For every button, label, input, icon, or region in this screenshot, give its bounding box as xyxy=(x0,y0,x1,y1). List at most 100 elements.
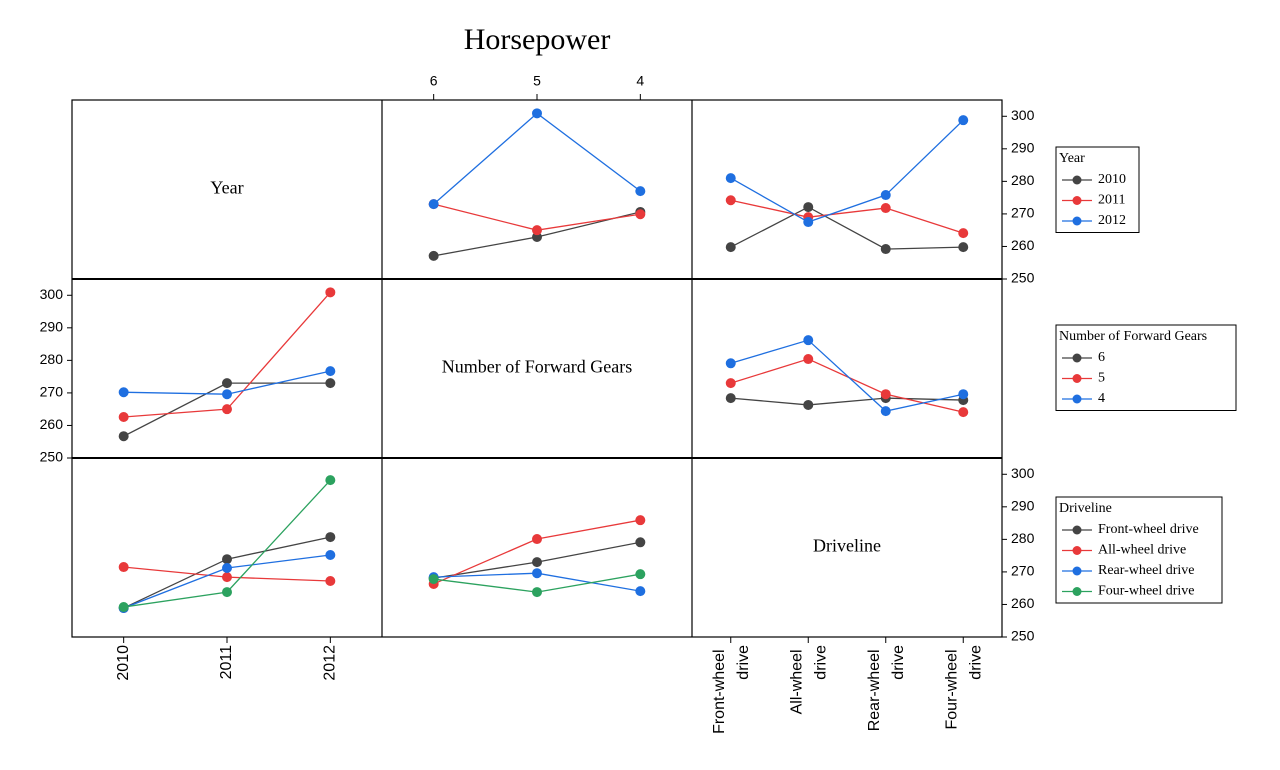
series-marker xyxy=(532,587,542,598)
series-line xyxy=(730,397,964,406)
series-marker xyxy=(725,378,736,389)
series-marker xyxy=(635,537,646,548)
y-tick-label: 260 xyxy=(40,416,64,432)
series-marker xyxy=(118,431,129,442)
series-marker xyxy=(880,244,891,255)
series-marker xyxy=(532,534,542,545)
x-tick-label: 2012 xyxy=(322,645,339,681)
series-marker xyxy=(635,186,646,197)
y-tick-label: 290 xyxy=(1011,140,1035,156)
series-marker xyxy=(428,574,439,585)
series-marker xyxy=(803,217,814,228)
y-tick-label: 280 xyxy=(1011,172,1035,188)
series-marker xyxy=(803,335,814,346)
y-tick-label: 280 xyxy=(40,351,64,367)
x-tick-label: 2010 xyxy=(115,645,132,681)
series-marker xyxy=(325,549,336,560)
series-marker xyxy=(725,173,736,184)
legend-marker xyxy=(1072,566,1082,576)
series-marker xyxy=(880,406,891,417)
series-marker xyxy=(803,202,814,213)
series-marker xyxy=(635,515,646,526)
y-tick-label: 300 xyxy=(40,286,64,302)
series-marker xyxy=(532,557,542,568)
series-line xyxy=(433,112,641,205)
series-marker xyxy=(428,250,439,261)
legend-label: All-wheel drive xyxy=(1098,543,1186,558)
legend-marker xyxy=(1072,353,1082,363)
series-marker xyxy=(880,203,891,214)
y-tick-label: 250 xyxy=(40,449,64,465)
x-tick-label: Front-wheel drive xyxy=(711,645,752,734)
series-line xyxy=(730,206,964,250)
chart-title: Horsepower xyxy=(464,23,611,56)
series-marker xyxy=(532,225,542,236)
series-marker xyxy=(325,378,336,389)
series-marker xyxy=(118,387,129,398)
series-marker xyxy=(428,199,439,210)
series-marker xyxy=(958,115,969,126)
series-line xyxy=(730,339,964,412)
series-marker xyxy=(118,602,129,613)
legend-label: 2011 xyxy=(1098,193,1125,208)
x-tick-label: 6 xyxy=(430,73,438,89)
y-tick-label: 280 xyxy=(1011,530,1035,546)
x-tick-label: All-wheel drive xyxy=(788,645,829,714)
y-tick-label: 260 xyxy=(1011,237,1035,253)
legend-title: Year xyxy=(1059,151,1085,166)
legend-marker xyxy=(1072,374,1082,383)
legend-box xyxy=(1055,146,1140,233)
series-marker xyxy=(118,562,129,573)
series-marker xyxy=(222,389,232,400)
y-tick-label: 300 xyxy=(1011,107,1035,123)
series-marker xyxy=(803,399,814,410)
x-tick-label: 4 xyxy=(636,73,644,89)
series-marker xyxy=(958,242,969,253)
x-tick-label: Rear-wheel drive xyxy=(866,645,907,731)
legend-box xyxy=(1055,324,1237,411)
legend-label: Rear-wheel drive xyxy=(1098,563,1195,578)
legend-marker xyxy=(1072,546,1082,555)
series-marker xyxy=(118,411,129,422)
legend-title: Number of Forward Gears xyxy=(1059,329,1207,344)
series-marker xyxy=(532,108,542,119)
legend-marker xyxy=(1072,175,1082,185)
series-marker xyxy=(725,195,736,206)
legend-label: Four-wheel drive xyxy=(1098,584,1195,599)
diagonal-label: Number of Forward Gears xyxy=(442,357,632,377)
y-tick-label: 290 xyxy=(40,319,64,335)
series-marker xyxy=(635,569,646,580)
series-marker xyxy=(635,586,646,597)
legend-label: 6 xyxy=(1098,350,1105,365)
legend-marker xyxy=(1072,587,1082,596)
legend-label: 4 xyxy=(1098,391,1105,406)
legend-marker xyxy=(1072,196,1082,205)
series-marker xyxy=(958,407,969,418)
series-marker xyxy=(222,587,232,598)
y-tick-label: 270 xyxy=(1011,205,1035,221)
series-marker xyxy=(635,209,646,220)
legend-marker xyxy=(1072,394,1082,404)
legend-title: Driveline xyxy=(1059,501,1112,516)
series-line xyxy=(730,199,964,234)
y-tick-label: 300 xyxy=(1011,465,1035,481)
series-marker xyxy=(325,475,336,486)
y-tick-label: 250 xyxy=(1011,270,1035,286)
series-marker xyxy=(725,358,736,369)
series-marker xyxy=(325,576,336,587)
series-marker xyxy=(222,554,232,565)
legend-label: 2012 xyxy=(1098,213,1126,228)
series-line xyxy=(730,358,964,413)
y-tick-label: 290 xyxy=(1011,498,1035,514)
series-marker xyxy=(880,389,891,400)
x-tick-label: Four-wheel drive xyxy=(943,645,984,730)
series-marker xyxy=(958,389,969,400)
legend-label: 2010 xyxy=(1098,172,1126,187)
series-marker xyxy=(725,393,736,404)
y-tick-label: 270 xyxy=(40,384,64,400)
series-marker xyxy=(222,563,232,574)
series-marker xyxy=(725,242,736,253)
series-marker xyxy=(532,568,542,579)
legend-label: 5 xyxy=(1098,371,1105,386)
